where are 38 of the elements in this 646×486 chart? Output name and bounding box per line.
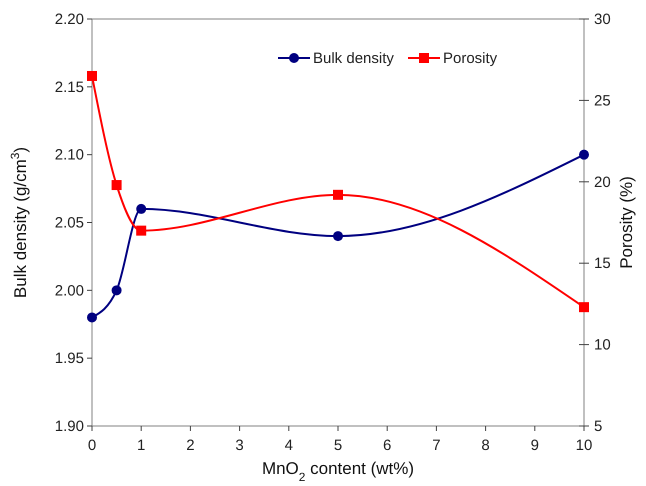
y2-tick-label: 5 <box>594 418 602 435</box>
y-tick-label: 1.95 <box>54 350 84 368</box>
y-tick-label: 2.00 <box>54 282 84 300</box>
y2-tick-label: 15 <box>594 255 611 272</box>
y-tick-label: 2.05 <box>54 214 84 232</box>
point <box>333 231 343 242</box>
x-tick-label: 5 <box>334 437 342 454</box>
point <box>112 180 122 190</box>
point <box>87 312 97 322</box>
y2-tick-label: 25 <box>594 92 611 110</box>
point <box>333 190 343 200</box>
y-tick-label: 2.10 <box>54 146 84 164</box>
x-tick-label: 4 <box>284 437 293 454</box>
point <box>579 150 589 160</box>
x-axis-title: MnO$_{2}$ content (wt%) <box>262 459 414 484</box>
y2-axis-title: Porosity (%) <box>617 176 636 269</box>
x-tick-label: 1 <box>137 437 146 454</box>
point <box>579 302 589 312</box>
point <box>87 70 97 81</box>
x-tick-label: 3 <box>235 437 244 454</box>
x-tick-label: 7 <box>432 437 441 454</box>
x-tick-label: 6 <box>383 437 392 454</box>
y-tick-label: 2.20 <box>54 11 84 28</box>
x-tick-label: 8 <box>481 437 490 454</box>
x-tick-label: 10 <box>576 437 592 454</box>
y2-tick-label: 30 <box>594 11 611 28</box>
y-tick-label: 2.15 <box>54 78 84 96</box>
point <box>136 204 146 214</box>
legend-label: Porosity <box>443 50 498 67</box>
x-tick-label: 9 <box>530 437 539 454</box>
y2-tick-label: 10 <box>594 336 611 354</box>
point <box>136 226 146 236</box>
y2-tick-label: 20 <box>594 174 611 191</box>
x-tick-label: 2 <box>186 437 195 454</box>
point <box>112 285 122 296</box>
x-tick-label: 0 <box>88 437 96 454</box>
legend-label: Bulk density <box>313 50 394 67</box>
y-tick-label: 1.90 <box>54 418 84 435</box>
